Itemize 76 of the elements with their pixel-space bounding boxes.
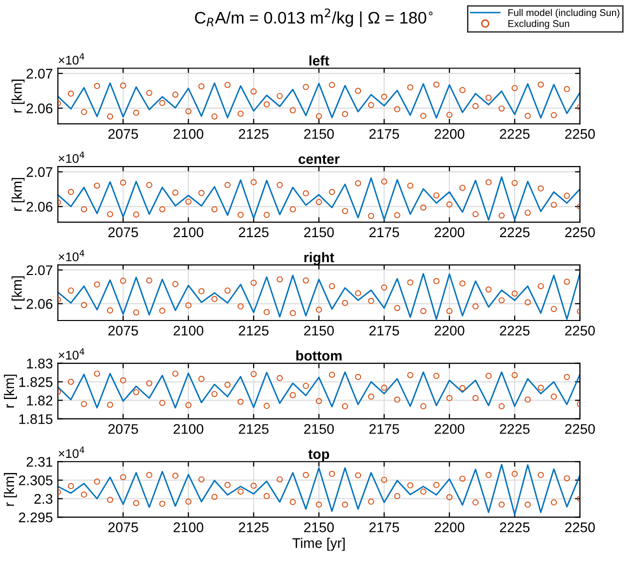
text: ×10$^{4}$ [58, 348, 84, 360]
y-tick-label: 1.825 [19, 377, 52, 387]
line-series [58, 464, 580, 516]
y-tick-label: 2.07 [26, 167, 52, 177]
line-series [58, 82, 580, 119]
y-tick-label: 2.06 [26, 202, 52, 212]
chart-title: bottom [296, 350, 342, 361]
x-tick-label: 2175 [369, 424, 400, 434]
x-tick-label: 2075 [108, 227, 138, 238]
y-axis-title: r [km] [12, 178, 25, 211]
x-tick-label: 2125 [238, 424, 269, 434]
chart-title: top [308, 450, 330, 462]
chart-title: center [298, 154, 340, 164]
x-tick-label: 2150 [304, 424, 334, 434]
text: ×10$^{4}$ [58, 250, 84, 262]
x-tick-label: 2175 [369, 522, 400, 532]
x-tick-label: 2250 [565, 522, 595, 532]
y-axis-title: r [km] [4, 473, 17, 506]
y-tick-label: 1.815 [19, 414, 52, 424]
legend-label: Full model (including Sun) [508, 8, 620, 18]
line-series [58, 371, 580, 408]
x-tick-label: 2225 [500, 522, 530, 532]
x-tick-label: 2175 [369, 129, 400, 139]
x-tick-label: 2225 [500, 227, 530, 238]
x-tick-label: 2200 [434, 424, 464, 434]
x-tick-label: 2200 [434, 326, 464, 336]
x-tick-label: 2150 [304, 129, 334, 139]
x-tick-label: 2125 [238, 227, 269, 238]
chart-title: right [304, 252, 334, 266]
x-tick-label: 2125 [238, 129, 269, 139]
x-tick-label: 2075 [108, 522, 138, 532]
x-tick-label: 2150 [304, 326, 334, 336]
y-axis-title: r [km] [12, 80, 25, 112]
x-tick-label: 2075 [108, 129, 138, 139]
y-tick-label: 2.07 [26, 265, 52, 276]
x-tick-label: 2250 [565, 326, 595, 336]
x-tick-label: 2125 [238, 522, 269, 532]
y-tick-label: 2.06 [26, 298, 52, 309]
x-tick-label: 2250 [565, 129, 595, 139]
x-tick-label: 2100 [174, 129, 204, 139]
x-tick-label: 2225 [500, 326, 530, 336]
y-axis-title: r [km] [12, 276, 25, 310]
y-tick-label: 1.83 [27, 358, 52, 368]
y-tick-label: 2.305 [18, 475, 52, 486]
x-tick-label: 2200 [434, 129, 464, 139]
x-tick-label: 2100 [174, 326, 204, 336]
x-tick-label: 2250 [565, 424, 595, 434]
x-tick-label: 2100 [174, 424, 204, 434]
x-tick-label: 2200 [434, 522, 464, 532]
text: C$_{R}$A/m = 0.013 m$^{2}$/kg | Ω = 180$^{∘}$ [195, 8, 433, 28]
legend-label: Excluding Sun [508, 20, 570, 29]
x-tick-label: 2200 [434, 227, 464, 238]
y-tick-label: 2.3 [34, 494, 52, 504]
text: ×10$^{4}$ [58, 53, 84, 65]
chart-title: left [309, 55, 330, 66]
y-tick-label: 2.07 [26, 68, 52, 79]
x-tick-label: 2100 [174, 522, 204, 532]
x-tick-label: 2150 [304, 227, 334, 238]
text: ×10$^{4}$ [58, 152, 84, 163]
y-tick-label: 1.82 [27, 396, 52, 406]
x-tick-label: 2175 [369, 227, 400, 238]
x-tick-label: 2075 [108, 424, 138, 434]
x-tick-label: 2100 [174, 227, 204, 238]
y-tick-label: 2.295 [18, 512, 52, 522]
x-tick-label: 2225 [500, 424, 530, 434]
y-tick-label: 2.31 [26, 456, 52, 467]
text: ×10$^{4}$ [58, 446, 84, 458]
x-axis-title: Time [yr] [292, 538, 345, 551]
x-tick-label: 2125 [238, 326, 269, 336]
y-axis-title: r [km] [4, 374, 17, 408]
x-tick-label: 2075 [108, 326, 138, 336]
x-tick-label: 2225 [500, 129, 530, 139]
x-tick-label: 2250 [565, 227, 595, 238]
y-tick-label: 2.06 [26, 104, 52, 114]
x-tick-label: 2150 [304, 522, 334, 532]
x-tick-label: 2175 [369, 326, 400, 336]
